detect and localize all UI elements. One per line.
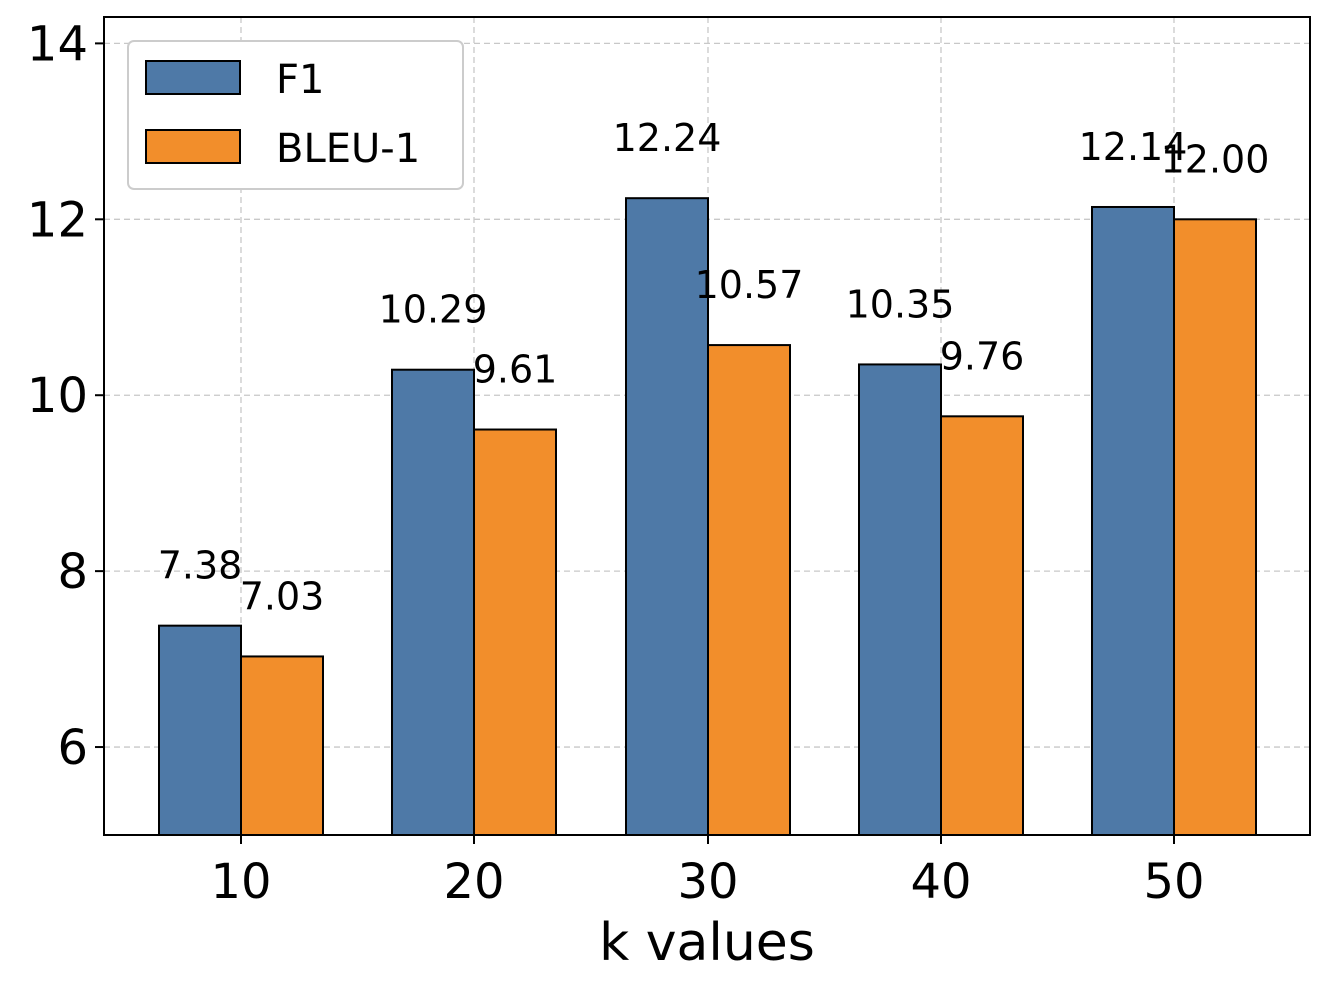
value-label-bleu-1-30: 10.57 — [695, 263, 804, 307]
bar-bleu-1-20 — [473, 428, 557, 836]
bar-bleu-1-10 — [240, 655, 324, 837]
bar-bleu-1-50 — [1173, 218, 1257, 836]
bars — [158, 197, 1257, 837]
x-tick-label-50: 50 — [1143, 854, 1204, 910]
x-axis-label: k values — [599, 913, 815, 973]
legend-swatch-f1 — [145, 60, 241, 95]
value-label-f1-10: 7.38 — [158, 544, 243, 588]
value-label-bleu-1-10: 7.03 — [240, 574, 325, 618]
y-tick-label-6: 6 — [57, 720, 88, 776]
legend-label-bleu-1: BLEU-1 — [276, 126, 420, 172]
bar-f1-20 — [391, 368, 475, 836]
legend: F1 BLEU-1 — [127, 40, 464, 190]
value-label-f1-30: 12.24 — [613, 116, 722, 160]
value-label-f1-40: 10.35 — [846, 282, 955, 326]
y-tick-label-8: 8 — [57, 544, 88, 600]
ticks: 10 20 30 40 50 6 8 10 12 14 — [27, 16, 1205, 910]
y-tick-label-12: 12 — [27, 192, 88, 248]
legend-swatch-bleu-1 — [145, 129, 241, 164]
x-tick-label-30: 30 — [677, 854, 738, 910]
value-labels: 7.38 10.29 12.24 10.35 12.14 7.03 9.61 10.57 9.7… — [158, 116, 1270, 618]
legend-label-f1: F1 — [276, 57, 324, 103]
value-label-bleu-1-20: 9.61 — [473, 348, 558, 392]
bar-f1-10 — [158, 624, 242, 836]
bar-f1-30 — [625, 197, 709, 836]
x-tick-label-10: 10 — [210, 854, 271, 910]
value-label-bleu-1-40: 9.76 — [940, 334, 1025, 378]
value-label-f1-50: 12.14 — [1079, 125, 1188, 169]
x-tick-label-20: 20 — [443, 854, 504, 910]
x-tick-label-40: 40 — [910, 854, 971, 910]
y-tick-label-14: 14 — [27, 16, 88, 72]
bar-f1-50 — [1091, 205, 1175, 836]
value-label-f1-20: 10.29 — [379, 288, 488, 332]
bar-bleu-1-30 — [707, 344, 791, 836]
value-label-bleu-1-50: 12.00 — [1161, 137, 1270, 181]
bar-bleu-1-40 — [940, 415, 1024, 836]
y-tick-label-10: 10 — [27, 368, 88, 424]
bar-f1-40 — [858, 363, 942, 836]
